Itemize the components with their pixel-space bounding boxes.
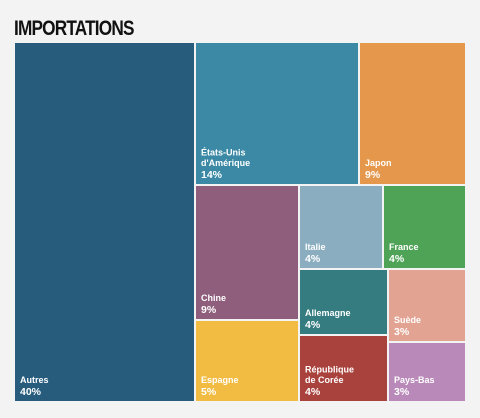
tile-value-republique-de-coree: 4% [305,386,321,398]
tile-label-espagne: Espagne [201,375,239,385]
tile-value-pays-bas: 3% [394,386,410,398]
tile-label-suede: Suède [394,315,421,325]
tile-label-chine: Chine [201,293,226,303]
tile-value-chine: 9% [201,304,217,316]
tile-label-autres: Autres [20,375,49,385]
tile-label-etats-unis-d-amerique: d'Amérique [201,158,250,168]
tile-rect-autres [13,41,196,403]
tile-value-italie: 4% [305,253,321,265]
tile-value-etats-unis-d-amerique: 14% [201,169,223,181]
tile-rect-suede [387,268,467,343]
tile-value-japon: 9% [365,169,381,181]
tile-value-suede: 3% [394,326,410,338]
tile-value-espagne: 5% [201,386,217,398]
tile-label-etats-unis-d-amerique: États-Unis [201,148,246,158]
tile-rect-allemagne [298,268,389,336]
tile-label-pays-bas: Pays-Bas [394,375,435,385]
tile-label-italie: Italie [305,242,326,252]
tile-rect-pays-bas [387,341,467,403]
tile-value-allemagne: 4% [305,319,321,331]
tile-label-republique-de-coree: République [305,365,354,375]
tile-value-autres: 40% [20,386,42,398]
tile-label-france: France [389,242,419,252]
tile-label-allemagne: Allemagne [305,308,351,318]
tile-label-republique-de-coree: de Corée [305,375,344,385]
tile-label-japon: Japon [365,158,392,168]
tile-value-france: 4% [389,253,405,265]
tile-rect-espagne [194,319,300,403]
chart-title: IMPORTATIONS [14,17,134,40]
tile-rect-republique-de-coree [298,334,389,403]
